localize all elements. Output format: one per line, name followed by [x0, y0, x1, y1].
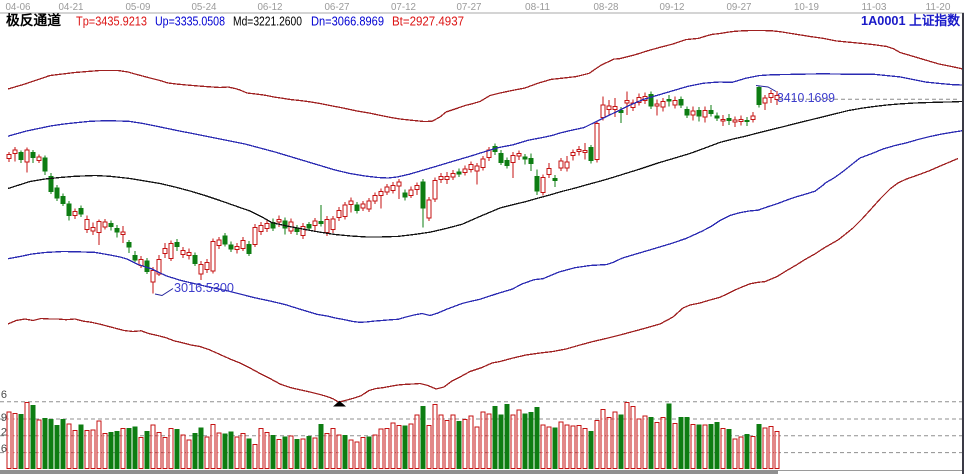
svg-text:04-21: 04-21 — [59, 2, 84, 13]
svg-text:08-28: 08-28 — [594, 2, 619, 13]
svg-text:2: 2 — [1, 427, 7, 439]
svg-text:08-11: 08-11 — [525, 2, 550, 13]
svg-text:9: 9 — [1, 412, 7, 424]
svg-text:Dn=3066.8969: Dn=3066.8969 — [311, 15, 384, 29]
svg-text:05-09: 05-09 — [126, 2, 151, 13]
svg-text:07-12: 07-12 — [391, 2, 416, 13]
svg-text:极反通道: 极反通道 — [6, 12, 62, 28]
svg-text:09-27: 09-27 — [727, 2, 752, 13]
svg-text:09-12: 09-12 — [660, 2, 685, 13]
svg-text:6: 6 — [1, 443, 7, 455]
svg-text:3410.1699: 3410.1699 — [777, 91, 835, 105]
svg-text:04-06: 04-06 — [6, 2, 31, 13]
svg-text:6: 6 — [1, 389, 7, 401]
svg-text:Bt=2927.4937: Bt=2927.4937 — [392, 15, 464, 29]
svg-text:Tp=3435.9213: Tp=3435.9213 — [76, 15, 147, 29]
svg-text:07-27: 07-27 — [457, 2, 482, 13]
svg-text:3016.5300: 3016.5300 — [174, 281, 234, 295]
svg-text:1A0001 上证指数: 1A0001 上证指数 — [861, 13, 961, 28]
svg-text:11-20: 11-20 — [926, 2, 951, 13]
svg-text:11-03: 11-03 — [862, 2, 887, 13]
svg-text:06-12: 06-12 — [258, 2, 283, 13]
svg-text:10-19: 10-19 — [794, 2, 819, 13]
svg-text:05-24: 05-24 — [192, 2, 217, 13]
svg-text:Md=3221.2600: Md=3221.2600 — [233, 15, 302, 29]
svg-text:06-27: 06-27 — [325, 2, 350, 13]
svg-text:Up=3335.0508: Up=3335.0508 — [155, 15, 225, 29]
